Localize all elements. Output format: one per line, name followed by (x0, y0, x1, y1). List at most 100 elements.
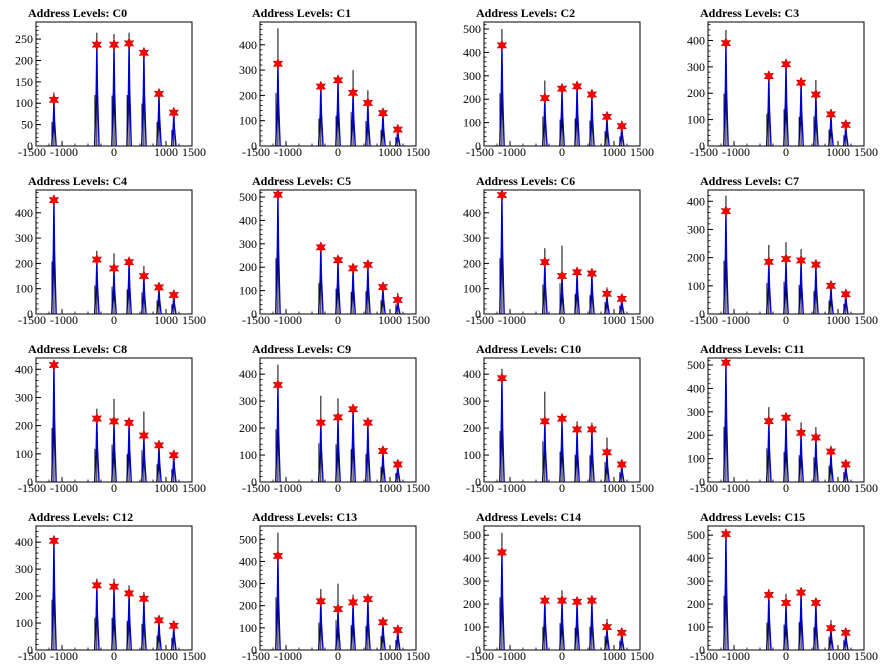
y-tick-label: 100 (15, 282, 33, 296)
chart-panel-c1: Address Levels: C1 0 100 200 300 400 -1500 -100… (224, 0, 448, 168)
x-tick-label: -1000 (722, 481, 750, 495)
y-tick-label: 200 (463, 256, 481, 270)
x-tick-label: -1000 (498, 313, 526, 327)
chart-title: Address Levels: C4 (28, 174, 128, 188)
x-tick-label: 1500 (182, 145, 206, 159)
x-tick-label: -1500 (466, 313, 494, 327)
x-tick-label: -1000 (722, 145, 750, 159)
y-tick-label: 200 (15, 419, 33, 433)
peak-marker (315, 595, 327, 608)
x-tick-label: 1000 (154, 145, 178, 159)
peak-marker (539, 415, 551, 428)
y-tick-label: 500 (687, 528, 705, 542)
peak-marker (392, 123, 404, 136)
y-tick-label: 200 (239, 599, 257, 613)
peak-marker (616, 626, 628, 639)
peak-marker (108, 415, 120, 428)
y-tick-label: 100 (15, 447, 33, 461)
chart-plot: 0 100 200 300 400 -1500 -1000 0 1000 1500 (463, 188, 654, 327)
peak-marker (616, 292, 628, 305)
peak-marker (601, 446, 613, 459)
y-tick-label: 200 (463, 597, 481, 611)
y-tick-label: 400 (239, 213, 257, 227)
peak-marker (272, 57, 284, 70)
x-tick-label: -1500 (466, 481, 494, 495)
peak-marker (720, 204, 732, 218)
peak-marker (795, 254, 807, 267)
x-tick-label: 1000 (826, 481, 850, 495)
x-tick-label: -1500 (690, 481, 718, 495)
peak-marker (556, 412, 568, 425)
peak-marker (153, 87, 165, 100)
chart-plot: 0 100 200 300 400 -1500 -1000 0 1000 1500 (239, 357, 430, 495)
peak-marker (392, 623, 404, 637)
peak-marker (347, 403, 359, 416)
peak-marker (347, 86, 359, 100)
x-tick-label: 1500 (406, 649, 430, 663)
peak-marker (362, 592, 374, 606)
peak-marker (332, 602, 344, 616)
peak-marker (138, 46, 150, 59)
peak-marker (123, 255, 135, 269)
x-tick-label: 1000 (154, 481, 178, 495)
x-tick-label: 1500 (630, 481, 654, 495)
chart-title: Address Levels: C8 (28, 342, 128, 356)
chart-plot: 0 100 200 300 400 500 -1500 -1000 0 1000 1500 (687, 525, 878, 663)
peak-marker (840, 118, 852, 132)
x-tick-label: 1000 (378, 145, 402, 159)
x-tick-label: -1500 (242, 145, 270, 159)
x-tick-label: 1000 (826, 145, 850, 159)
y-tick-label: 300 (239, 577, 257, 591)
y-tick-label: 200 (239, 88, 257, 102)
peak-marker (362, 96, 374, 110)
y-tick-label: 0 (475, 475, 481, 489)
y-tick-label: 400 (687, 551, 705, 565)
chart-title: Address Levels: C3 (700, 6, 800, 20)
x-tick-label: 1000 (602, 649, 626, 663)
peak-marker (571, 80, 583, 93)
y-tick-label: 400 (239, 554, 257, 568)
peak-marker (825, 622, 837, 635)
chart-plot: 0 100 200 300 400 500 -1500 -1000 0 1000 1500 (687, 356, 878, 495)
peak-marker (48, 93, 60, 106)
y-tick-label: 300 (15, 562, 33, 576)
x-tick-label: 1500 (630, 313, 654, 327)
y-tick-label: 100 (15, 96, 33, 110)
y-tick-label: 0 (699, 307, 705, 321)
chart-title: Address Levels: C1 (252, 6, 352, 20)
x-tick-label: -1500 (18, 649, 46, 663)
peak-marker (91, 38, 103, 51)
chart-title: Address Levels: C5 (252, 174, 352, 188)
peak-marker (571, 266, 583, 279)
x-tick-label: -1000 (274, 145, 302, 159)
peak-marker (332, 411, 344, 424)
peak-marker (123, 37, 135, 50)
chart-title: Address Levels: C13 (252, 510, 358, 524)
chart-panel-c5: Address Levels: C5 0 100 200 300 400 500 -1500-… (224, 168, 448, 336)
x-tick-label: -1000 (498, 145, 526, 159)
peak-marker (315, 80, 327, 93)
peak-marker (616, 119, 628, 133)
x-tick-label: 0 (335, 145, 341, 159)
x-tick-label: 0 (111, 145, 117, 159)
peak-marker (332, 254, 344, 267)
x-tick-label: -1000 (722, 649, 750, 663)
y-tick-label: 200 (463, 421, 481, 435)
peak-marker (48, 193, 60, 207)
chart-plot: 0 100 200 300 400 -1500 -1000 0 1000 1500 (15, 525, 206, 663)
y-tick-label: 100 (239, 284, 257, 298)
chart-panel-c4: Address Levels: C4 0 100 200 300 400 -1500 -100… (0, 168, 224, 336)
x-tick-label: -1500 (690, 313, 718, 327)
chart-panel-c0: Address Levels: C0 0 50 100 150 200 250 -1500 -1… (0, 0, 224, 168)
chart-title: Address Levels: C11 (700, 342, 805, 356)
peak-marker (810, 88, 822, 101)
peak-marker (91, 412, 103, 425)
x-tick-label: 0 (783, 649, 789, 663)
peak-marker (840, 626, 852, 639)
y-tick-label: 100 (463, 282, 481, 296)
y-tick-label: 250 (15, 32, 33, 46)
y-tick-label: 100 (687, 620, 705, 634)
chart-plot: 0 100 200 300 400 -1500 -1000 0 1000 1500 (15, 189, 206, 327)
x-tick-label: -1500 (242, 313, 270, 327)
x-tick-label: 1000 (602, 145, 626, 159)
